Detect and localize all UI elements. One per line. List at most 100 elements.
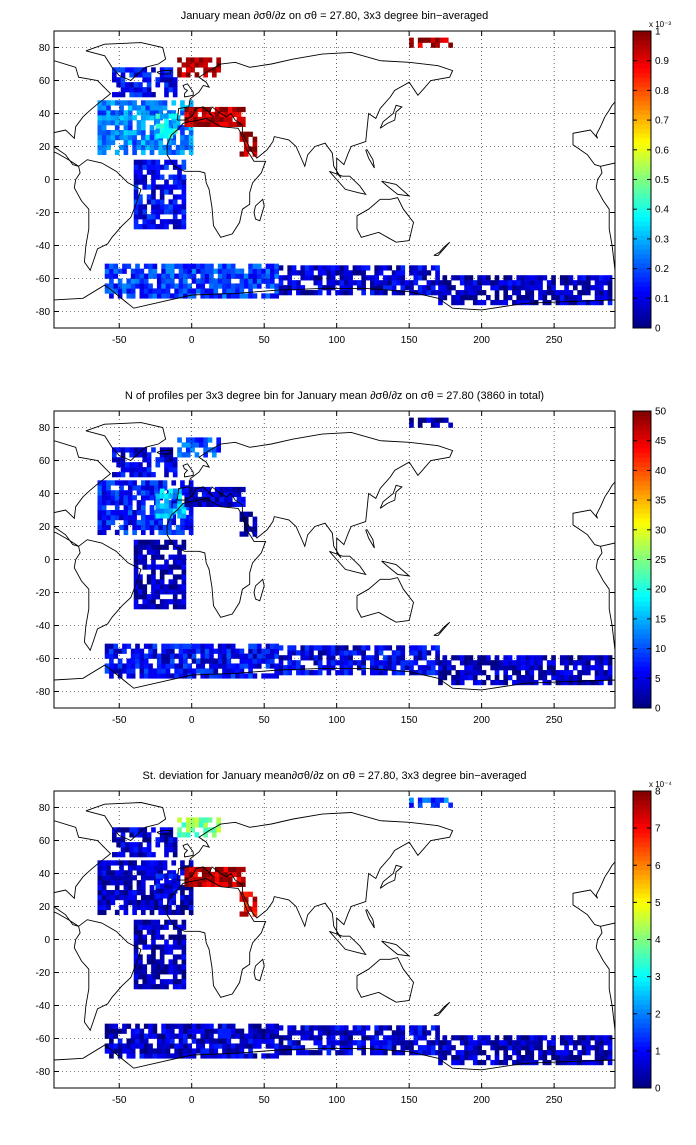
bin-southern-ocean-indopacific [313,1025,319,1031]
bin-southern-ocean-pacific [599,290,604,296]
bin-south-atlantic [133,584,139,590]
colorbar-step [633,1069,651,1075]
bin-labrador-irminger [120,847,126,853]
bin-southern-ocean-pacific [459,655,465,661]
bin-mediterranean [206,491,211,498]
colorbar-tick-label: 0.6 [655,145,669,156]
bin-southern-ocean-pacific [485,675,491,681]
bin-southern-ocean-pacific [551,1040,556,1046]
bin-southern-ocean-pacific [472,1059,478,1066]
bin-southern-ocean-atlantic [243,658,249,664]
bin-southern-ocean-pacific [446,665,452,671]
colorbar-step [633,545,651,551]
colorbar-step [633,499,651,505]
bin-southern-ocean-atlantic [209,278,214,284]
bin-southern-ocean-pacific [542,1055,548,1061]
bin-mediterranean [184,121,190,127]
bin-southern-ocean-atlantic [256,268,262,274]
bin-labrador-irminger [146,837,152,843]
bin-nordic-seas [216,827,222,833]
bin-south-atlantic [142,554,148,560]
bin-southern-ocean-atlantic [139,1048,145,1054]
bin-southern-ocean-atlantic [239,658,245,664]
bin-southern-ocean-atlantic [156,288,162,294]
bin-north-atlantic-subtropical [188,885,194,891]
bin-mediterranean [227,881,233,887]
bin-south-atlantic [181,969,187,975]
bin-southern-ocean-pacific [520,660,526,666]
bin-north-atlantic-subtropical [114,115,120,121]
bin-labrador-irminger [142,92,148,98]
bin-mediterranean [214,491,220,498]
bin-mediterranean [241,486,246,493]
bin-north-atlantic-subtropical [188,514,194,521]
bin-southern-ocean-atlantic [156,658,162,664]
bin-south-atlantic [133,539,139,545]
bin-southern-ocean-atlantic [222,288,227,294]
bin-southern-ocean-pacific [542,275,548,281]
bin-mediterranean [223,881,229,887]
bin-labrador-irminger [125,447,130,453]
bin-southern-ocean-indopacific [339,275,345,281]
bin-southern-ocean-atlantic [113,648,119,654]
bin-southern-ocean-atlantic [148,643,153,649]
bin-labrador-irminger [116,457,121,463]
bin-southern-ocean-indopacific [300,275,306,281]
bin-south-atlantic [151,214,156,220]
x-tick-label: 100 [328,335,345,346]
bin-southern-ocean-indopacific [435,660,440,666]
bin-north-atlantic-subtropical [184,524,190,531]
bin-southern-ocean-atlantic [200,648,206,654]
bin-north-atlantic-subtropical [145,894,150,901]
bin-southern-ocean-indopacific [343,270,349,276]
bin-southern-ocean-atlantic [265,1023,271,1029]
bin-southern-ocean-pacific [538,285,543,291]
bin-south-atlantic [146,954,152,960]
bin-labrador-irminger [116,447,121,453]
bin-north-atlantic-subtropical [106,894,111,901]
colorbar-tick-label: 5 [655,674,661,685]
bin-arctic [430,797,436,803]
bin-north-atlantic-subtropical [97,505,103,511]
bin-southern-ocean-indopacific [426,1045,432,1051]
bin-southern-ocean-indopacific [374,1030,380,1036]
bin-southern-ocean-atlantic [261,1053,266,1059]
bin-north-atlantic-subtropical [119,490,124,496]
colorbar-step [633,466,651,472]
bin-southern-ocean-indopacific [378,660,384,666]
bin-southern-ocean-atlantic [135,653,140,659]
bin-southern-ocean-atlantic [217,643,223,649]
bin-arctic [426,417,432,423]
bin-southern-ocean-pacific [529,1040,535,1046]
colorbar-step [633,207,651,213]
bin-south-atlantic [155,929,161,935]
bin-southern-ocean-pacific [455,1059,461,1066]
colorbar-step [633,91,651,97]
bin-north-atlantic-subtropical [171,149,177,156]
bin-south-atlantic [164,209,169,215]
bin-southern-ocean-atlantic [252,643,258,649]
bin-south-atlantic [155,919,161,925]
bin-north-atlantic-subtropical [101,485,107,491]
bin-southern-ocean-indopacific [378,1045,384,1051]
bin-nordic-seas [190,442,195,448]
bin-south-atlantic [164,924,169,930]
bin-south-atlantic [168,979,174,985]
bin-southern-ocean-atlantic [230,1023,236,1029]
bin-north-atlantic-core [181,513,187,519]
bin-southern-ocean-atlantic [256,648,262,654]
bin-north-atlantic-subtropical [123,909,129,916]
bin-south-atlantic [133,179,139,185]
bin-north-atlantic-subtropical [149,514,155,521]
bin-labrador-irminger [164,82,169,88]
colorbar-step [633,596,651,602]
bin-southern-ocean-atlantic [187,1043,193,1049]
bin-southern-ocean-indopacific [383,1045,388,1051]
bin-north-atlantic-subtropical [123,880,129,886]
colorbar-step [633,295,651,301]
bin-nordic-seas [177,832,182,838]
colorbar-step [633,258,651,264]
bin-southern-ocean-pacific [507,295,513,301]
bin-north-atlantic-subtropical [140,524,146,531]
coastline-britain [182,83,194,98]
